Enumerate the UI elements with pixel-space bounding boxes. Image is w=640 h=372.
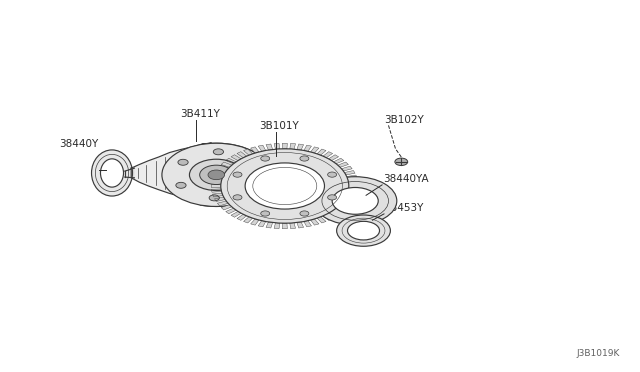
Polygon shape — [211, 180, 221, 183]
Polygon shape — [231, 211, 241, 217]
Circle shape — [233, 172, 242, 177]
Circle shape — [213, 149, 223, 155]
Polygon shape — [251, 147, 259, 153]
Polygon shape — [338, 162, 348, 167]
Polygon shape — [338, 205, 348, 210]
Polygon shape — [297, 222, 303, 228]
Polygon shape — [244, 217, 253, 223]
Polygon shape — [282, 143, 287, 149]
Circle shape — [395, 158, 408, 166]
Polygon shape — [347, 175, 357, 179]
Polygon shape — [349, 185, 358, 187]
Polygon shape — [258, 221, 266, 227]
Polygon shape — [342, 166, 352, 171]
Circle shape — [260, 156, 269, 161]
Polygon shape — [290, 143, 296, 149]
Polygon shape — [304, 145, 312, 151]
Polygon shape — [226, 158, 236, 164]
Circle shape — [328, 172, 337, 177]
Polygon shape — [212, 175, 223, 179]
Polygon shape — [323, 214, 333, 220]
Text: 38440YA: 38440YA — [383, 174, 428, 184]
Polygon shape — [212, 193, 223, 197]
Polygon shape — [348, 189, 358, 192]
Circle shape — [244, 185, 255, 190]
Polygon shape — [274, 223, 280, 229]
Polygon shape — [333, 208, 344, 214]
Polygon shape — [282, 223, 287, 229]
Circle shape — [337, 215, 390, 246]
Polygon shape — [131, 143, 271, 206]
Circle shape — [209, 195, 220, 201]
Polygon shape — [258, 145, 266, 151]
Polygon shape — [317, 217, 326, 223]
Polygon shape — [221, 205, 232, 210]
Polygon shape — [328, 211, 339, 217]
Circle shape — [328, 195, 337, 200]
Polygon shape — [333, 158, 344, 164]
Circle shape — [189, 159, 243, 190]
Polygon shape — [328, 155, 339, 161]
Polygon shape — [274, 143, 280, 149]
Polygon shape — [244, 149, 253, 155]
Ellipse shape — [100, 159, 124, 187]
Polygon shape — [266, 144, 273, 150]
Circle shape — [300, 156, 309, 161]
Polygon shape — [344, 170, 355, 175]
Polygon shape — [310, 219, 319, 225]
Circle shape — [221, 149, 349, 223]
Polygon shape — [221, 162, 232, 167]
Text: 3B101Y: 3B101Y — [259, 121, 299, 131]
Circle shape — [245, 163, 324, 209]
Circle shape — [233, 195, 242, 200]
Circle shape — [332, 187, 378, 214]
Polygon shape — [342, 201, 352, 206]
Polygon shape — [237, 214, 246, 220]
Polygon shape — [214, 170, 225, 175]
Polygon shape — [290, 223, 296, 229]
Polygon shape — [218, 201, 228, 206]
Polygon shape — [226, 208, 236, 214]
Polygon shape — [211, 185, 221, 187]
Polygon shape — [297, 144, 303, 150]
Circle shape — [260, 211, 269, 216]
Polygon shape — [310, 147, 319, 153]
Polygon shape — [323, 152, 333, 158]
Polygon shape — [211, 189, 221, 192]
Text: 3B102Y: 3B102Y — [384, 115, 424, 125]
Circle shape — [348, 221, 380, 240]
Circle shape — [176, 182, 186, 188]
Ellipse shape — [92, 150, 132, 196]
Text: J3B1019K: J3B1019K — [576, 349, 620, 358]
Polygon shape — [218, 166, 228, 171]
Circle shape — [178, 159, 188, 165]
Text: 3B411Y: 3B411Y — [180, 109, 220, 119]
Polygon shape — [231, 155, 241, 161]
Polygon shape — [317, 149, 326, 155]
Polygon shape — [344, 197, 355, 202]
Polygon shape — [251, 219, 259, 225]
Circle shape — [162, 143, 271, 206]
Circle shape — [246, 161, 257, 167]
Text: 38453Y: 38453Y — [384, 203, 424, 213]
Circle shape — [314, 177, 397, 225]
Polygon shape — [304, 221, 312, 227]
Circle shape — [200, 165, 233, 185]
Polygon shape — [348, 180, 358, 183]
Circle shape — [300, 211, 309, 216]
Text: 38440Y: 38440Y — [59, 139, 98, 149]
Polygon shape — [266, 222, 273, 228]
Circle shape — [208, 170, 225, 180]
Polygon shape — [237, 152, 246, 158]
Polygon shape — [347, 193, 357, 197]
Polygon shape — [214, 197, 225, 202]
